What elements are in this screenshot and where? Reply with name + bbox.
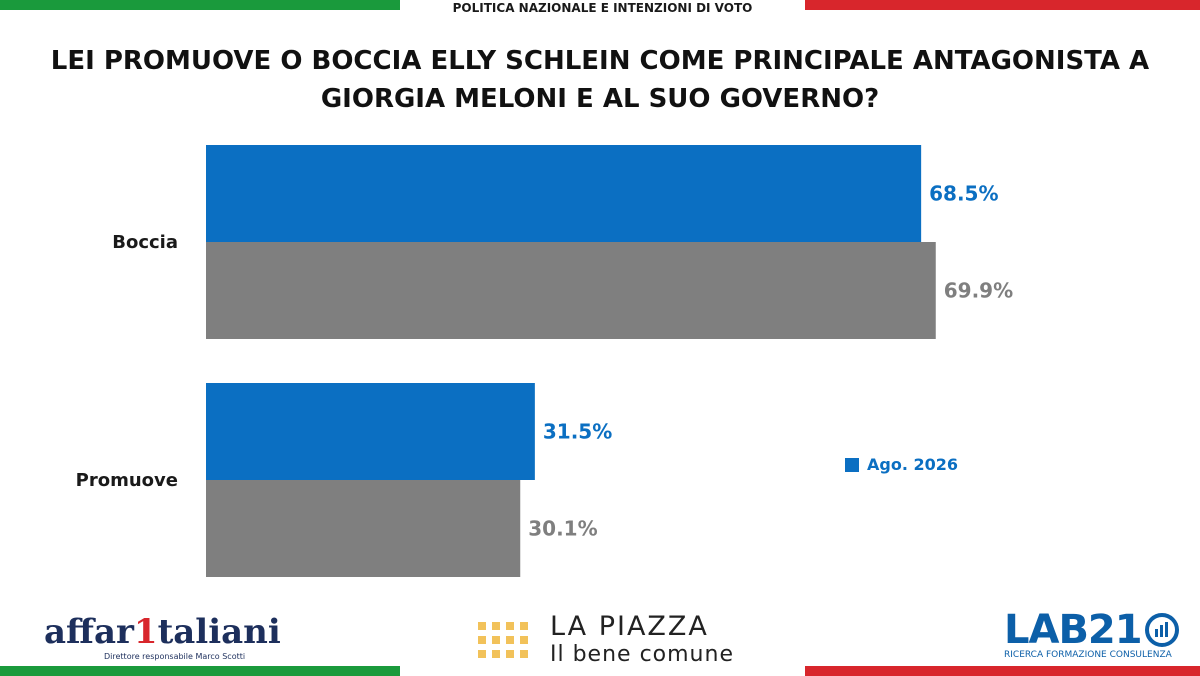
value-label-promuove-series-0: 31.5% — [543, 420, 612, 444]
value-label-boccia-series-0: 68.5% — [929, 182, 998, 206]
bar-boccia-series-1 — [206, 242, 936, 339]
dots-icon — [478, 622, 528, 658]
bar-chart-icon — [1144, 613, 1179, 647]
lapiazza-logo: LA PIAZZA Il bene comune — [478, 612, 734, 668]
legend-swatch — [845, 457, 859, 472]
bar-promuove-series-0 — [206, 383, 535, 480]
bar-promuove-series-1 — [206, 480, 521, 577]
bar-boccia-series-0 — [206, 145, 922, 242]
lab21-subtitle: RICERCA FORMAZIONE CONSULENZA — [1004, 650, 1172, 660]
value-label-boccia-series-1: 69.9% — [944, 279, 1013, 303]
logo-name-part1: affar — [44, 612, 134, 652]
lab21-name: LAB21 — [1004, 607, 1143, 653]
logo-name-one: 1 — [133, 612, 158, 652]
top-flag-bar — [0, 0, 1200, 10]
affaritaliani-logo: affar1taliani Direttore responsabile Mar… — [44, 612, 281, 661]
bottom-flag-bar — [0, 666, 1200, 676]
section-label: POLITICA NAZIONALE E INTENZIONI DI VOTO — [452, 1, 753, 15]
category-label-boccia: Boccia — [112, 232, 178, 253]
legend: Ago. 2026 — [845, 455, 958, 474]
lab21-logo: LAB21 RICERCA FORMAZIONE CONSULENZA — [1004, 608, 1180, 660]
lapiazza-line2: Il bene comune — [550, 642, 734, 667]
logo-subtitle: Direttore responsabile Marco Scotti — [104, 652, 246, 661]
chart-title: LEI PROMUOVE O BOCCIA ELLY SCHLEIN COME … — [50, 46, 1150, 114]
category-label-promuove: Promuove — [76, 470, 178, 491]
value-label-promuove-series-1: 30.1% — [528, 517, 597, 541]
lapiazza-line1: LA PIAZZA — [550, 611, 709, 642]
legend-label: Ago. 2026 — [867, 455, 959, 474]
logo-name-part2: taliani — [157, 612, 281, 652]
